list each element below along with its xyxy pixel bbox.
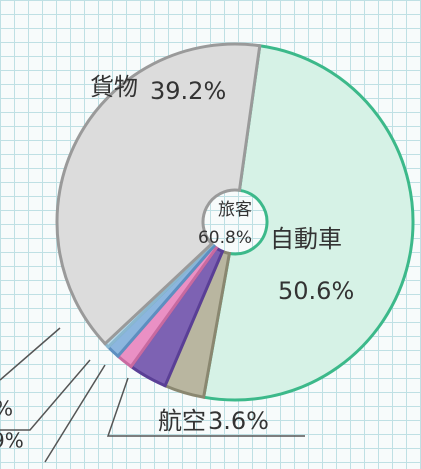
leader-line bbox=[0, 327, 61, 381]
leader-line bbox=[106, 377, 305, 437]
slice-value: 3.6% bbox=[208, 407, 269, 435]
annotation: % bbox=[0, 397, 13, 421]
leader-line bbox=[0, 359, 91, 431]
annotation: 9% bbox=[0, 429, 24, 453]
center-label: 旅客 bbox=[218, 200, 252, 220]
slice-label: 自動車 bbox=[270, 225, 342, 253]
leader-line bbox=[44, 364, 106, 463]
slice-label: 貨物 bbox=[90, 73, 138, 101]
slice-label: 航空 bbox=[158, 407, 206, 435]
slice-value: 50.6% bbox=[278, 277, 354, 305]
center-value: 60.8% bbox=[198, 228, 252, 248]
pie-slice bbox=[201, 44, 415, 402]
pie-slice bbox=[55, 42, 262, 346]
slice-value: 39.2% bbox=[150, 77, 226, 105]
